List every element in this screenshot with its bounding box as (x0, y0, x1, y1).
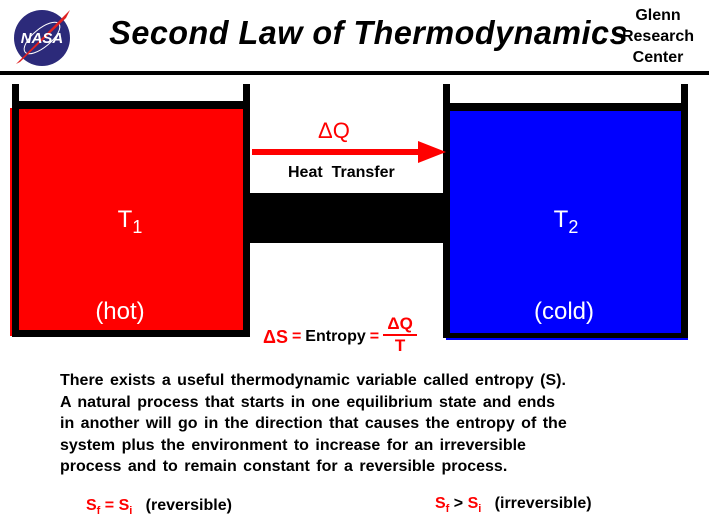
cold-right-wall (681, 84, 688, 338)
hot-piston (12, 101, 250, 109)
org-line: Center (632, 49, 684, 66)
cold-bottom (443, 333, 688, 338)
operator: = (104, 497, 115, 514)
glenn-research-center-label: Glenn Research Center (616, 5, 700, 68)
text-line: process and to remain constant for a rev… (60, 458, 508, 475)
equals-sign: = (369, 328, 380, 345)
header-divider (0, 71, 709, 75)
hot-reservoir (10, 108, 248, 336)
entropy-formula: ΔS = Entropy = ΔQ T (263, 314, 418, 356)
cold-reservoir (446, 108, 688, 340)
delta-s: ΔS (263, 326, 288, 347)
page-title: Second Law of Thermodynamics (109, 14, 628, 51)
cold-label: (cold) (533, 298, 594, 325)
explanation-text: There exists a useful thermodynamic vari… (60, 370, 660, 478)
temp-symbol: T (117, 206, 133, 233)
temp-subscript: 2 (568, 216, 579, 237)
fraction-bar (383, 334, 418, 336)
fraction: ΔQ T (383, 314, 418, 356)
cold-piston (443, 103, 688, 111)
conducting-bar (250, 193, 444, 243)
nasa-logo: NASA (10, 6, 76, 66)
text-line: A natural process that starts in one equ… (60, 393, 556, 411)
s-final: S (435, 495, 446, 512)
operator: > (453, 495, 464, 512)
reversible-relation: Sf = Si (reversible) (86, 497, 232, 517)
sub: f (96, 505, 101, 518)
denominator: T (394, 336, 406, 355)
irreversible-relation: Sf > Si (irreversible) (435, 495, 592, 515)
heat-transfer-label: Heat Transfer (288, 164, 395, 181)
text-line: in another will go in the direction that… (60, 415, 567, 432)
org-line: Research (621, 28, 695, 45)
heat-arrow (252, 140, 446, 164)
hot-bottom (12, 330, 250, 337)
entropy-word: Entropy (305, 328, 366, 345)
temp-subscript: 1 (132, 216, 143, 237)
equals-sign: = (291, 328, 302, 345)
text-line: There exists a useful thermodynamic vari… (60, 372, 566, 389)
sub: i (129, 505, 133, 518)
sub: f (445, 503, 450, 516)
s-final: S (86, 497, 97, 514)
cold-temperature: T2 (536, 206, 596, 238)
text-line: system plus the environment to increase … (60, 436, 526, 454)
sub: i (478, 503, 482, 516)
s-initial: S (467, 495, 479, 512)
delta-q-label: ΔQ (318, 118, 350, 143)
s-initial: S (118, 497, 130, 514)
hot-left-wall (12, 84, 19, 336)
org-line: Glenn (635, 7, 681, 24)
hot-temperature: T1 (100, 206, 160, 238)
temp-symbol: T (553, 206, 569, 233)
cold-left-wall (443, 84, 450, 338)
hot-right-wall (243, 84, 250, 336)
hot-label: (hot) (95, 298, 145, 325)
svg-text:NASA: NASA (21, 30, 64, 47)
note: (irreversible) (494, 495, 592, 512)
numerator: ΔQ (387, 314, 413, 333)
note: (reversible) (145, 497, 232, 514)
